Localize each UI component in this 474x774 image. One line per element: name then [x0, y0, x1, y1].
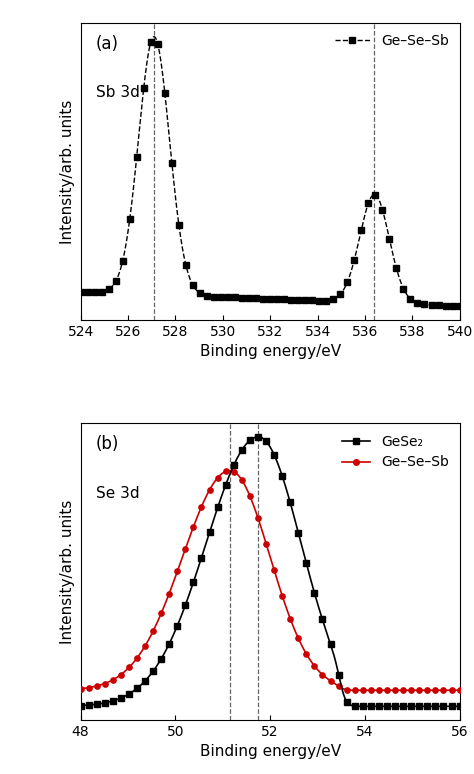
Y-axis label: Intensity/arb. units: Intensity/arb. units	[60, 99, 75, 244]
Text: (a): (a)	[96, 35, 119, 53]
X-axis label: Binding energy/eV: Binding energy/eV	[200, 745, 341, 759]
X-axis label: Binding energy/eV: Binding energy/eV	[200, 344, 341, 359]
Legend: Ge–Se–Sb: Ge–Se–Sb	[331, 30, 453, 53]
Text: Sb 3d: Sb 3d	[96, 85, 140, 101]
Text: (b): (b)	[96, 435, 119, 454]
Y-axis label: Intensity/arb. units: Intensity/arb. units	[60, 499, 75, 644]
Legend: GeSe₂, Ge–Se–Sb: GeSe₂, Ge–Se–Sb	[338, 430, 453, 474]
Text: Se 3d: Se 3d	[96, 485, 139, 501]
